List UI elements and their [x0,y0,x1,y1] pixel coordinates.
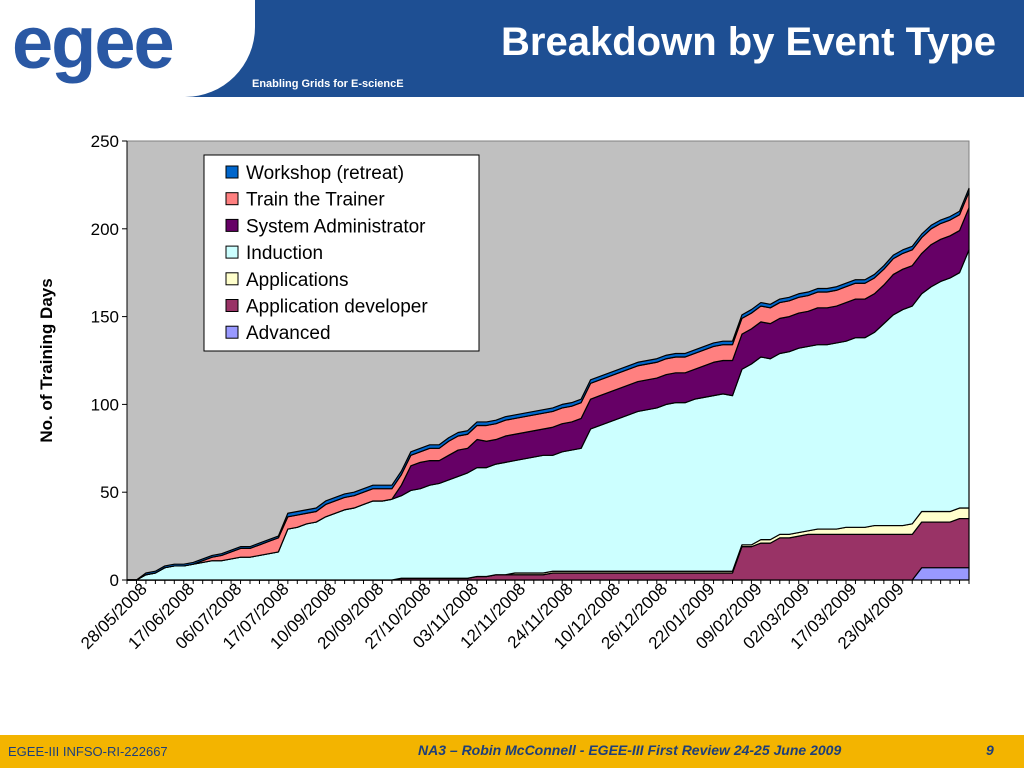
legend-label: System Administrator [246,216,426,237]
stacked-area-chart: 05010015020025028/05/200817/06/200806/07… [37,132,970,653]
slide-title: Breakdown by Event Type [501,20,996,64]
legend-swatch [225,325,239,339]
header-tagline: Enabling Grids for E-sciencE [252,78,404,90]
legend-label: Applications [246,270,348,291]
legend-swatch [225,245,239,259]
egee-logo-text: egee [12,6,173,84]
y-tick-label: 0 [110,571,119,590]
legend-swatch [225,165,239,179]
legend-swatch [225,272,239,286]
legend-label: Workshop (retreat) [246,163,404,184]
legend-swatch [225,192,239,206]
egee-logo: egee [12,6,175,84]
y-tick-label: 250 [91,132,119,151]
logo-background [0,0,255,97]
y-axis-title: No. of Training Days [37,278,56,442]
legend-swatch [225,299,239,312]
footer-project-id: EGEE-III INFSO-RI-222667 [8,744,168,759]
series-area-workshop-retreat [126,187,970,581]
slide-footer [0,735,1024,768]
page-number: 9 [986,742,994,758]
legend-swatch [225,218,239,232]
legend-label: Induction [246,243,323,264]
legend-label: Train the Trainer [246,190,385,211]
y-tick-label: 200 [91,220,119,239]
footer-presentation-info: NA3 – Robin McConnell - EGEE-III First R… [418,742,842,758]
y-tick-label: 100 [91,395,119,414]
legend-label: Advanced [246,323,331,344]
legend-box [203,154,480,352]
y-tick-label: 150 [91,308,119,327]
legend-label: Application developer [246,297,428,318]
y-tick-label: 50 [100,483,119,502]
